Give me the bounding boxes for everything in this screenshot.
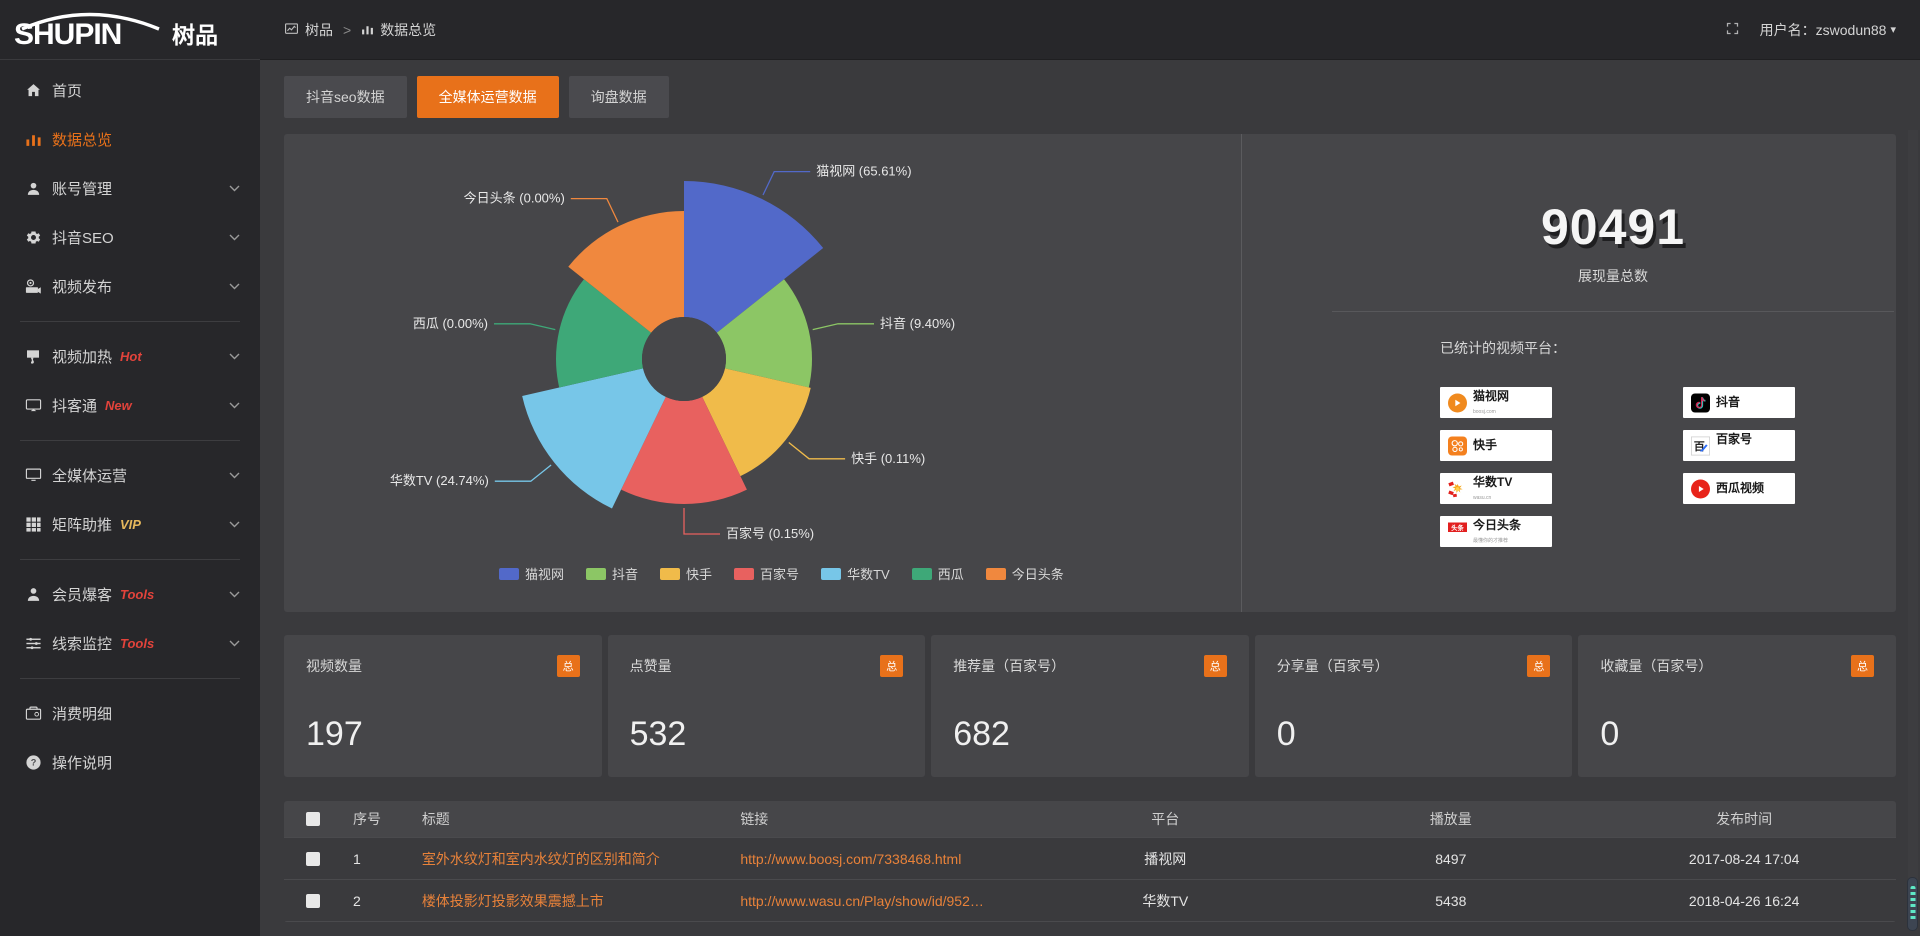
svg-text:百家号 (0.15%): 百家号 (0.15%) (726, 526, 814, 541)
svg-text:百: 百 (1694, 439, 1705, 452)
svg-text:SHUPIN: SHUPIN (14, 18, 121, 50)
svg-text:华数TV (24.74%): 华数TV (24.74%) (390, 473, 489, 488)
svg-text:抖音 (9.40%): 抖音 (9.40%) (880, 316, 955, 331)
svg-text:头条: 头条 (1451, 523, 1464, 532)
svg-text:?: ? (30, 758, 36, 768)
svg-text:树品: 树品 (172, 22, 218, 48)
svg-text:猫视网 (65.61%): 猫视网 (65.61%) (816, 164, 911, 179)
svg-text:今日头条 (0.00%): 今日头条 (0.00%) (464, 191, 565, 206)
svg-text:快手 (0.11%): 快手 (0.11%) (851, 451, 925, 466)
svg-text:西瓜 (0.00%): 西瓜 (0.00%) (413, 316, 488, 331)
